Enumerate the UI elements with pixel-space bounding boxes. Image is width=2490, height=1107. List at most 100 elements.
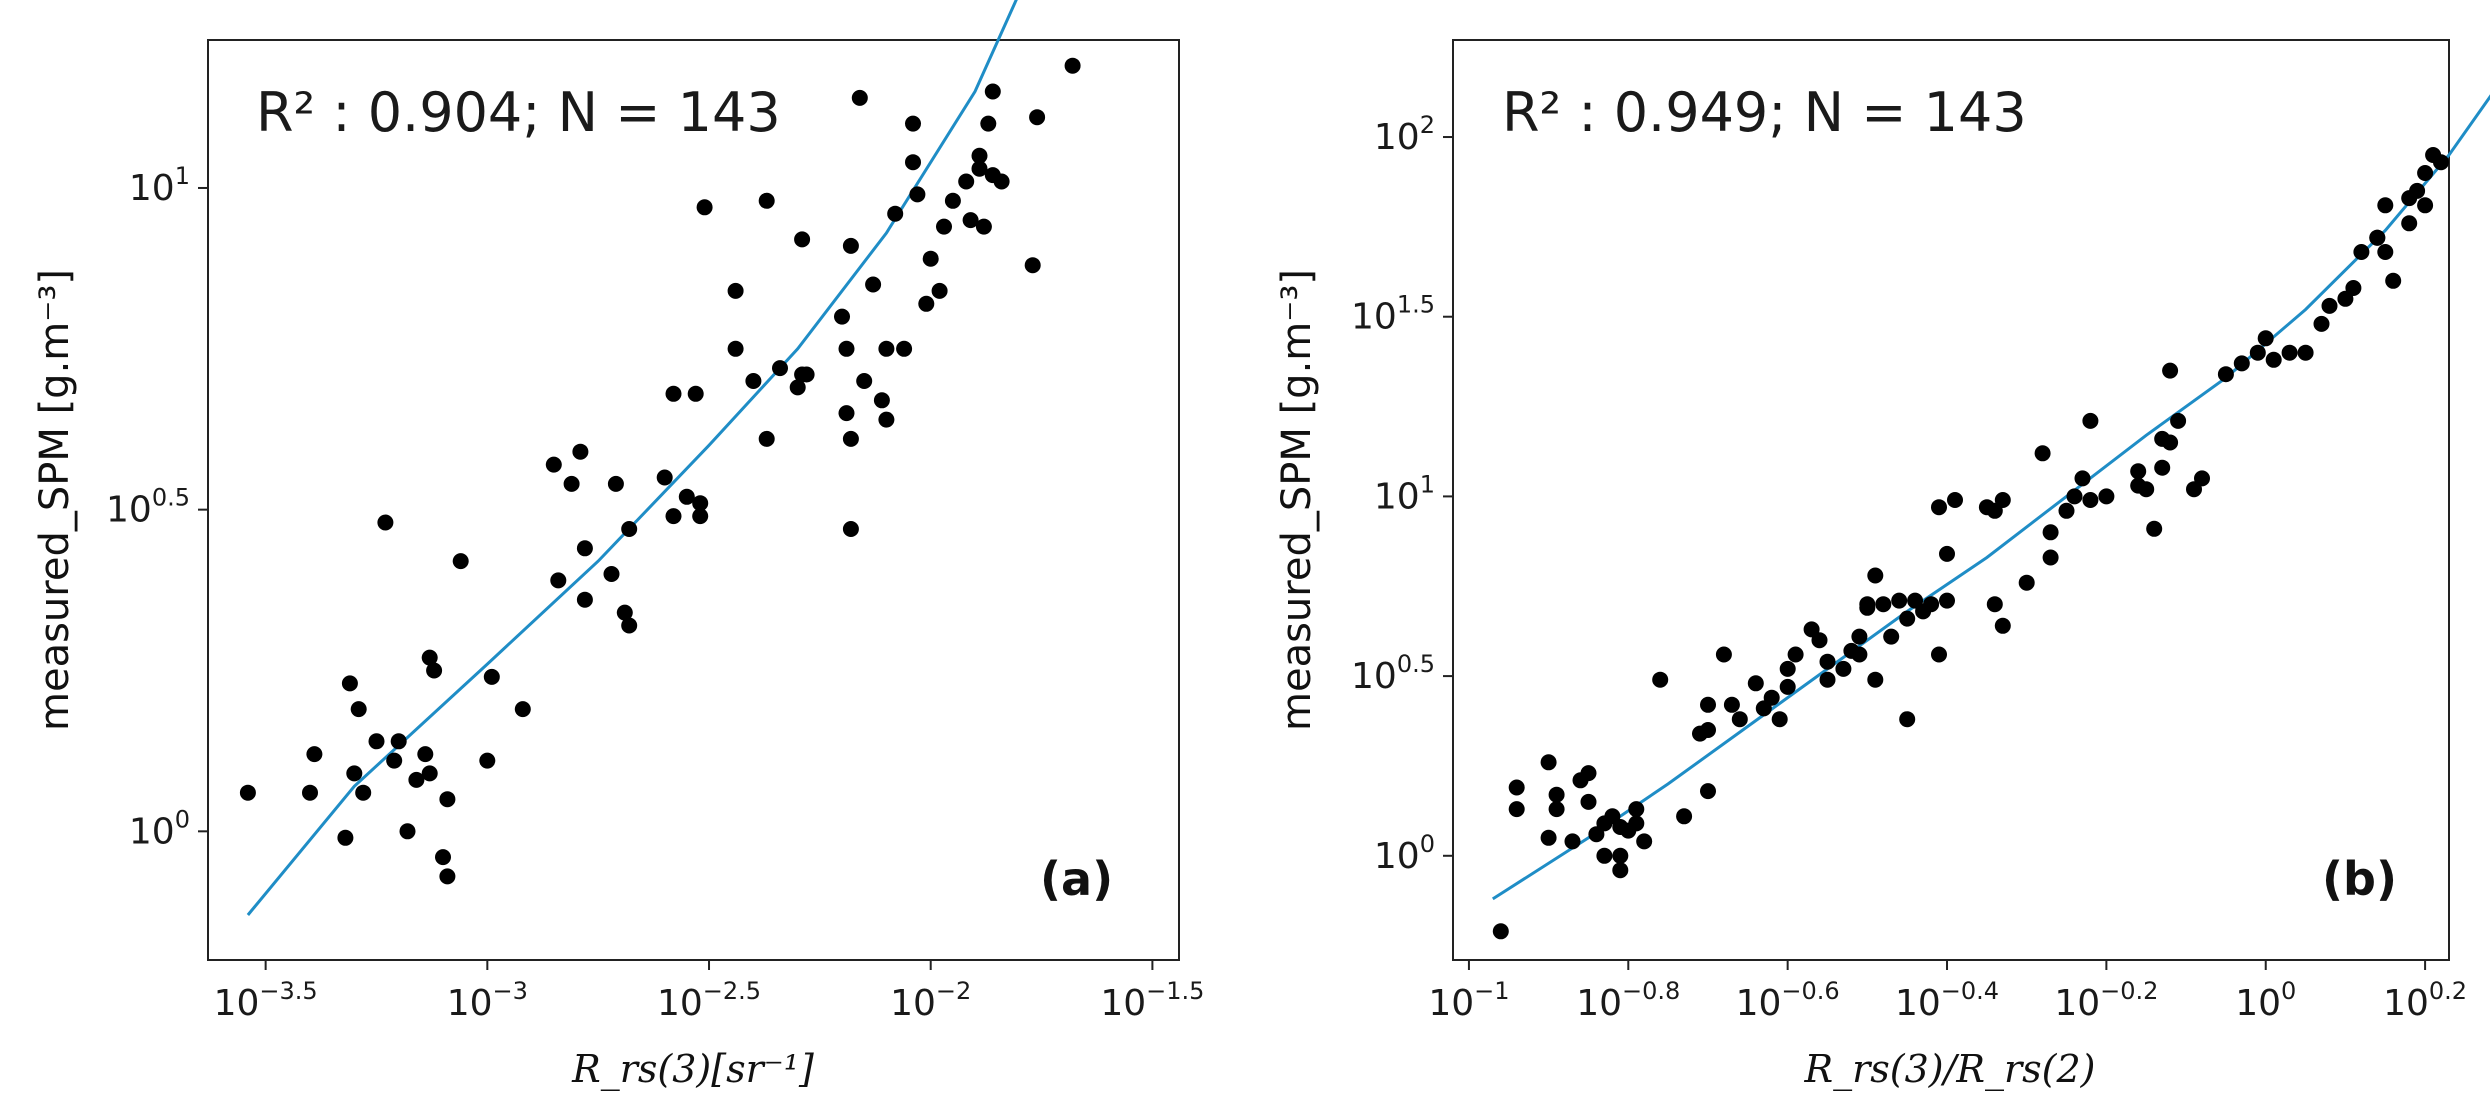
data-point (1939, 545, 1955, 562)
data-point (572, 443, 589, 460)
data-point (1851, 628, 1868, 645)
data-point (2433, 154, 2449, 171)
data-point (678, 488, 695, 505)
x-tick-label: 10−0.6 (1736, 977, 1840, 1024)
data-point (2377, 244, 2394, 260)
panel-a-x-axis-label: R_rs(3)[sr⁻¹] (571, 1047, 814, 1092)
y-tick-label: 100 (1374, 830, 1435, 877)
x-tick-label: 100.2 (2383, 977, 2467, 1024)
data-point (1819, 653, 1836, 670)
data-point (727, 282, 744, 299)
x-tick-label: 10−2.5 (657, 977, 761, 1024)
data-point (1819, 671, 1836, 688)
data-point (905, 154, 921, 171)
data-point (1723, 696, 1740, 713)
data-point (838, 340, 855, 357)
data-point (239, 784, 256, 801)
data-point (350, 701, 367, 718)
data-point (1891, 592, 1908, 609)
data-point (656, 469, 673, 486)
data-point (2162, 434, 2179, 451)
data-point (856, 373, 873, 389)
data-point (2082, 492, 2099, 508)
data-point (909, 186, 926, 203)
panel-b: 10−1 10−0.8 10−0.6 10−0.4 10−0.2 100 100.2 100… (1274, 39, 2490, 1092)
data-point (2353, 244, 2370, 260)
panel-a-marks (239, 0, 1081, 916)
data-point (1612, 847, 1629, 864)
data-point (1564, 833, 1581, 850)
data-point (2297, 344, 2314, 361)
data-point (1548, 786, 1565, 803)
data-point (878, 340, 895, 357)
data-point (2409, 182, 2426, 199)
data-point (2138, 481, 2155, 498)
data-point (1636, 833, 1653, 850)
data-point (2042, 549, 2059, 566)
data-point (922, 250, 939, 267)
y-tick-label: 102 (1374, 111, 1435, 158)
data-point (1492, 923, 1509, 940)
data-point (346, 765, 363, 782)
data-point (1875, 596, 1892, 613)
data-point (421, 649, 438, 666)
data-point (2385, 272, 2402, 289)
panel-b-label: (b) (2322, 852, 2397, 906)
data-point (1994, 492, 2011, 508)
panel-b-plot-frame (1452, 39, 2450, 961)
data-point (550, 572, 567, 589)
data-point (772, 360, 788, 377)
data-point (1923, 596, 1940, 613)
data-point (2265, 351, 2282, 368)
data-point (355, 784, 372, 801)
data-point (621, 521, 638, 537)
data-point (576, 540, 593, 557)
x-tick-label: 10−0.2 (2054, 977, 2158, 1024)
data-point (2058, 502, 2075, 519)
panel-a-plot-frame (207, 39, 1180, 961)
y-tick-label: 100.5 (1351, 650, 1435, 697)
data-point (665, 508, 682, 525)
data-point (2066, 488, 2083, 505)
data-point (842, 430, 859, 447)
data-point (842, 237, 859, 254)
data-point (980, 115, 997, 132)
data-point (2249, 344, 2266, 361)
data-point (1859, 596, 1876, 613)
data-point (306, 746, 323, 763)
data-point (1931, 499, 1947, 516)
x-tick-label: 10−0.8 (1576, 977, 1680, 1024)
data-point (1763, 689, 1780, 706)
x-tick-label: 100 (2235, 977, 2296, 1024)
data-point (514, 701, 531, 718)
data-point (692, 508, 709, 525)
data-point (975, 218, 992, 235)
data-point (1747, 675, 1764, 692)
data-point (1628, 801, 1645, 818)
data-point (1652, 671, 1669, 688)
data-point (2321, 297, 2338, 314)
data-point (1851, 646, 1868, 663)
data-point (2162, 362, 2179, 379)
data-point (426, 662, 443, 679)
data-point (1596, 847, 1613, 864)
panel-b-x-axis-label: R_rs(3)/R_rs(2) (1803, 1047, 2095, 1092)
data-point (758, 192, 775, 209)
data-point (2401, 215, 2418, 232)
data-point (838, 405, 855, 422)
fit-curve (246, 0, 1018, 916)
data-point (1883, 628, 1900, 645)
fit-curve (1491, 94, 2490, 901)
data-point (439, 868, 456, 885)
data-point (1580, 793, 1597, 810)
data-point (936, 218, 952, 235)
data-point (2042, 524, 2059, 541)
data-point (337, 829, 354, 846)
data-point (873, 392, 890, 409)
data-point (2417, 165, 2434, 181)
data-point (341, 675, 358, 692)
data-point (576, 591, 593, 608)
panel-b-marks (1491, 94, 2490, 940)
data-point (1580, 765, 1597, 782)
